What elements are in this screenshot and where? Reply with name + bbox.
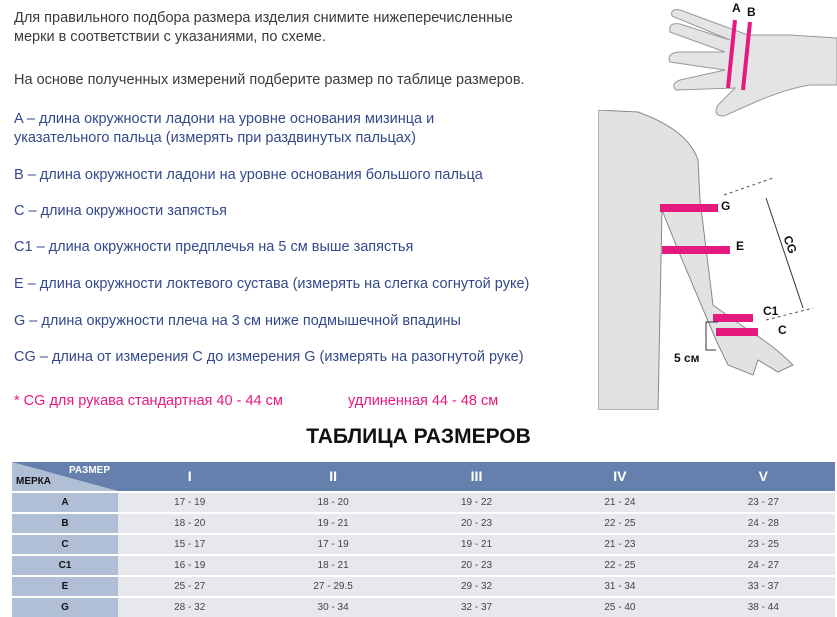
table-row: G 28 - 32 30 - 34 32 - 37 25 - 40 38 - 44 (12, 598, 836, 617)
row-measure-key: C1 (12, 556, 118, 575)
table-cell: 19 - 22 (404, 493, 549, 512)
table-cell: 25 - 40 (548, 598, 692, 617)
table-cell: 24 - 28 (691, 514, 836, 533)
measure-c: C – длина окружности запястья (14, 203, 227, 219)
label-c: C (778, 323, 787, 337)
instruction-text: На основе полученных измерений подберите… (14, 72, 525, 88)
row-measure-key: B (12, 514, 118, 533)
intro-line-2: мерки в соответствии с указаниями, по сх… (14, 29, 326, 45)
table-cell: 20 - 23 (404, 514, 549, 533)
size-header: IV (613, 468, 627, 484)
table-cell: 18 - 21 (261, 556, 405, 575)
table-row: C1 16 - 19 18 - 21 20 - 23 22 - 25 24 - 27 (12, 556, 836, 575)
size-header: I (187, 468, 192, 484)
table-cell: 27 - 29.5 (261, 577, 405, 596)
table-cell: 24 - 27 (691, 556, 836, 575)
row-measure-key: G (12, 598, 118, 617)
table-row: B 18 - 20 19 - 21 20 - 23 22 - 25 24 - 28 (12, 514, 836, 533)
table-cell: 16 - 19 (118, 556, 262, 575)
size-header: II (329, 468, 337, 484)
table-cell: 15 - 17 (118, 535, 262, 554)
note-extended: удлиненная 44 - 48 см (348, 393, 499, 409)
label-cg: CG (780, 234, 799, 256)
size-header: III (470, 468, 483, 484)
measure-a-line-2: указательного пальца (измерять при раздв… (14, 130, 416, 146)
row-measure-key: A (12, 493, 118, 512)
table-cell: 19 - 21 (261, 514, 405, 533)
size-table-title: ТАБЛИЦА РАЗМЕРОВ (306, 425, 531, 448)
intro-line-1: Для правильного подбора размера изделия … (14, 10, 513, 26)
label-b: B (747, 5, 756, 19)
table-row: E 25 - 27 27 - 29.5 29 - 32 31 - 34 33 - 37 (12, 577, 836, 596)
table-cell: 32 - 37 (404, 598, 549, 617)
table-cell: 21 - 24 (548, 493, 692, 512)
label-e: E (736, 239, 744, 253)
table-cell: 29 - 32 (404, 577, 549, 596)
corner-size-label: РАЗМЕР (69, 465, 110, 476)
table-row: C 15 - 17 17 - 19 19 - 21 21 - 23 23 - 25 (12, 535, 836, 554)
hand-illustration: A B (668, 1, 837, 117)
arm-illustration: G E CG C1 C 5 см (598, 110, 814, 410)
label-c1: C1 (763, 304, 779, 318)
measure-e: E – длина окружности локтевого сустава (… (14, 276, 530, 292)
row-measure-key: E (12, 577, 118, 596)
table-cell: 18 - 20 (118, 514, 262, 533)
table-cell: 23 - 25 (691, 535, 836, 554)
label-g: G (721, 199, 730, 213)
note-standard: * CG для рукава стандартная 40 - 44 см (14, 393, 283, 409)
table-corner: РАЗМЕР МЕРКА (12, 462, 118, 491)
row-measure-key: C (12, 535, 118, 554)
table-cell: 31 - 34 (548, 577, 692, 596)
table-cell: 18 - 20 (261, 493, 405, 512)
table-cell: 21 - 23 (548, 535, 692, 554)
table-cell: 33 - 37 (691, 577, 836, 596)
table-cell: 25 - 27 (118, 577, 262, 596)
table-header: РАЗМЕР МЕРКА I II III IV V (12, 462, 835, 491)
label-a: A (732, 1, 741, 15)
table-cell: 17 - 19 (118, 493, 262, 512)
measure-b: B – длина окружности ладони на уровне ос… (14, 167, 483, 183)
table-cell: 19 - 21 (404, 535, 549, 554)
measure-c1: C1 – длина окружности предплечья на 5 см… (14, 239, 414, 255)
table-row: A 17 - 19 18 - 20 19 - 22 21 - 24 23 - 27 (12, 493, 836, 512)
measure-a-line-1: A – длина окружности ладони на уровне ос… (14, 111, 435, 127)
measure-g: G – длина окружности плеча на 3 см ниже … (14, 313, 461, 329)
table-cell: 22 - 25 (548, 556, 692, 575)
size-header: V (758, 468, 768, 484)
table-cell: 23 - 27 (691, 493, 836, 512)
label-5cm: 5 см (674, 351, 700, 365)
table-cell: 28 - 32 (118, 598, 262, 617)
measure-cg: CG – длина от измерения C до измерения G… (14, 349, 524, 365)
table-cell: 22 - 25 (548, 514, 692, 533)
corner-measure-label: МЕРКА (16, 476, 51, 487)
table-cell: 30 - 34 (261, 598, 405, 617)
table-cell: 17 - 19 (261, 535, 405, 554)
table-cell: 38 - 44 (691, 598, 836, 617)
size-table: РАЗМЕР МЕРКА I II III IV V A 17 - 19 18 - … (12, 462, 836, 617)
table-cell: 20 - 23 (404, 556, 549, 575)
